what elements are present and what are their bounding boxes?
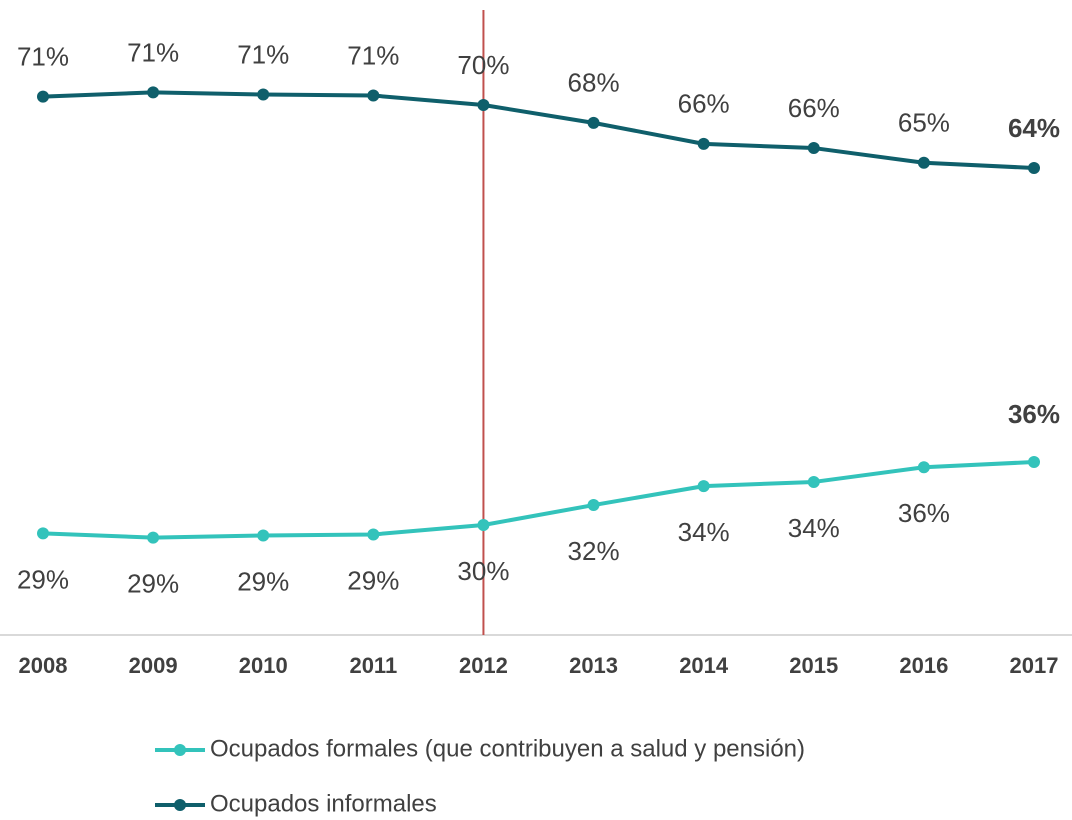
x-tick-label: 2015 xyxy=(789,653,838,678)
data-point xyxy=(697,480,710,493)
legend-marker xyxy=(174,799,186,811)
data-point xyxy=(257,88,270,101)
series-line xyxy=(42,90,1035,170)
data-point xyxy=(477,519,490,531)
data-label: 34% xyxy=(678,517,730,547)
legend-label: Ocupados formales (que contribuyen a sal… xyxy=(210,735,805,762)
data-label: 34% xyxy=(788,513,840,543)
data-point xyxy=(1028,456,1040,468)
data-point xyxy=(807,142,820,155)
data-label: 68% xyxy=(568,68,620,98)
data-point xyxy=(917,461,930,474)
data-label: 65% xyxy=(898,108,950,138)
x-tick-label: 2013 xyxy=(569,653,618,678)
data-point xyxy=(587,499,600,512)
data-label: 71% xyxy=(127,37,179,67)
data-point xyxy=(697,137,710,150)
x-tick-label: 2017 xyxy=(1010,653,1059,678)
data-point xyxy=(477,99,490,111)
x-tick-label: 2008 xyxy=(19,653,68,678)
data-label: 66% xyxy=(788,93,840,123)
legend-marker xyxy=(174,744,186,756)
data-label: 29% xyxy=(17,564,69,594)
legend-label: Ocupados informales xyxy=(210,790,437,817)
data-point xyxy=(147,86,160,99)
data-label: 71% xyxy=(17,41,69,71)
data-label: 30% xyxy=(457,556,509,586)
x-tick-label: 2012 xyxy=(459,653,508,678)
data-label: 71% xyxy=(237,39,289,69)
data-label: 32% xyxy=(568,536,620,566)
data-point xyxy=(587,116,600,129)
data-label: 66% xyxy=(678,89,730,119)
data-point xyxy=(807,475,820,488)
data-point xyxy=(367,528,380,541)
x-tick-label: 2010 xyxy=(239,653,288,678)
data-point xyxy=(257,529,270,542)
data-point xyxy=(1028,162,1040,174)
x-tick-label: 2009 xyxy=(129,653,178,678)
x-tick-label: 2014 xyxy=(679,653,729,678)
data-point xyxy=(37,527,49,540)
data-label: 29% xyxy=(347,565,399,595)
data-point xyxy=(367,89,380,102)
data-label: 29% xyxy=(127,568,179,598)
data-point xyxy=(147,531,160,544)
data-point xyxy=(917,156,930,169)
data-label: 36% xyxy=(1008,399,1060,429)
data-label: 70% xyxy=(457,50,509,80)
series-line xyxy=(42,460,1035,540)
x-tick-label: 2011 xyxy=(349,653,397,678)
data-label: 29% xyxy=(237,566,289,596)
data-label: 36% xyxy=(898,498,950,528)
data-point xyxy=(37,90,49,103)
data-label: 71% xyxy=(347,40,399,70)
data-label: 64% xyxy=(1008,113,1060,143)
x-tick-label: 2016 xyxy=(899,653,948,678)
